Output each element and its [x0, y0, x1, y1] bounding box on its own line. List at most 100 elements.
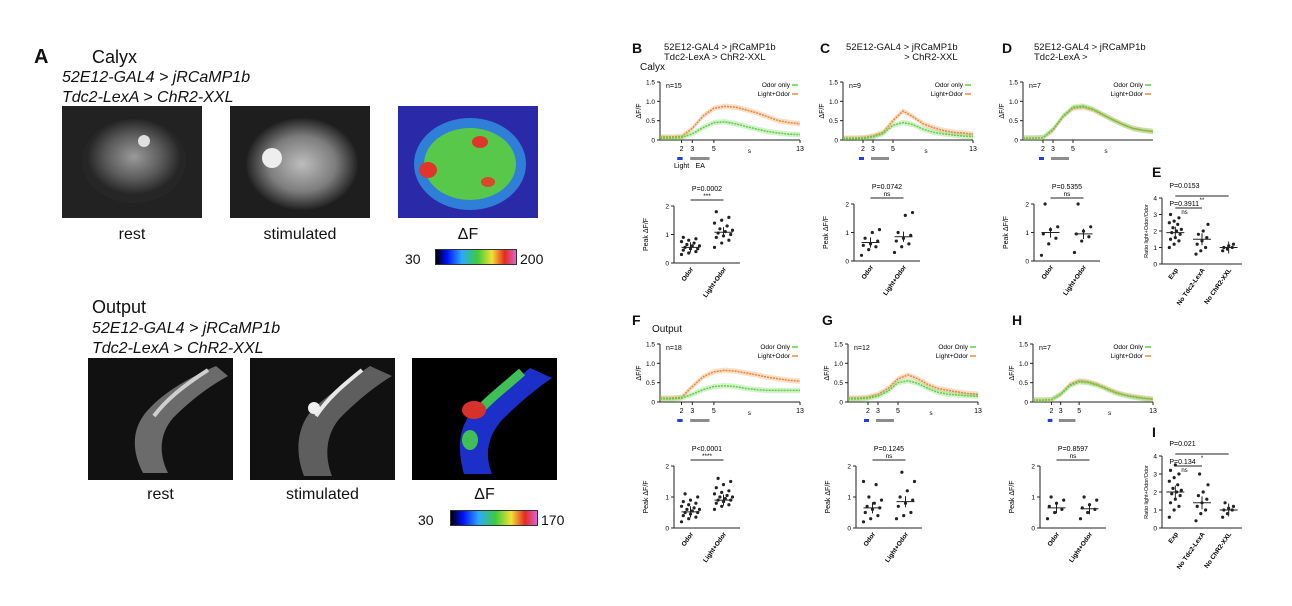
light-stim-bar [864, 419, 869, 422]
calyx-caption-rest: rest [118, 226, 146, 243]
y-tick-label: 0 [847, 526, 851, 533]
y-tick-label: 1 [1153, 245, 1157, 252]
data-point [1167, 479, 1171, 483]
p-value-label-inner: P=0.134 [1169, 459, 1195, 466]
y-tick-label: 1.5 [1019, 342, 1028, 349]
series-line-light-odor [1023, 106, 1154, 139]
calyx-rest-image [62, 106, 202, 218]
panel-letter-i: I [1152, 424, 1156, 440]
legend-label: Light+Odor [758, 353, 791, 360]
legend-label: Light+Odor [1111, 353, 1144, 360]
chart-f-peak: 0 1 2 Peak ΔF/F Odor Light+Odor P<0.0001**** [643, 446, 740, 564]
y-tick-label: 2 [665, 204, 669, 211]
data-point [727, 503, 731, 507]
data-point [727, 489, 731, 493]
data-point [1076, 202, 1080, 206]
x-tick-label: 13 [796, 408, 804, 415]
data-point [1177, 239, 1181, 243]
odor-stim-bar [690, 419, 710, 422]
output-caption-stimulated: stimulated [286, 486, 359, 503]
output-rest-image [88, 358, 233, 480]
data-point [1199, 512, 1203, 516]
data-point [1089, 225, 1093, 229]
data-point [1049, 495, 1053, 499]
series-error-band [660, 383, 800, 402]
y-tick-label: 0.5 [829, 118, 838, 125]
data-point [861, 520, 866, 524]
y-tick-label: 0.5 [646, 118, 655, 125]
data-point [1173, 497, 1177, 501]
x-tick-label: 5 [891, 146, 895, 153]
data-point [877, 228, 882, 232]
y-tick-label: 4 [1153, 454, 1157, 461]
legend-label: Light+Odor [931, 91, 964, 98]
p-value-label: P=0.8597 [1058, 446, 1088, 453]
data-point [869, 517, 873, 521]
calyx-genotype-1: 52E12-GAL4 > jRCaMP1b [62, 69, 251, 86]
p-value-label: P=0.5355 [1052, 184, 1082, 191]
panel-c-header: 52E12-GAL4 > jRCaMP1b > ChR2-XXL [846, 43, 958, 63]
data-point [690, 244, 694, 248]
x-category-label: Light+Odor [702, 531, 728, 564]
panel-letter-h: H [1012, 312, 1023, 328]
panel-letter-f: F [632, 312, 641, 328]
x-category-label: Exp [1167, 267, 1180, 281]
legend-label: Light+Odor [1111, 91, 1144, 98]
data-point [697, 507, 702, 511]
y-tick-label: 3 [1153, 212, 1157, 219]
odor-stim-bar [1058, 419, 1076, 422]
data-point [892, 250, 897, 255]
calyx-title: Calyx [92, 47, 138, 67]
panel-letter-e: E [1152, 164, 1162, 180]
data-point [1177, 504, 1181, 508]
data-point [1047, 242, 1051, 246]
data-point [1172, 242, 1176, 246]
data-point [725, 224, 729, 228]
y-axis-label: Peak ΔF/F [643, 218, 650, 251]
y-tick-label: 1.5 [646, 342, 655, 349]
data-point [1062, 498, 1066, 502]
legend-label: Light+Odor [936, 353, 969, 360]
y-tick-label: 1 [1025, 230, 1029, 237]
p-value-label: P=0.0742 [872, 184, 902, 191]
significance-label: ns [886, 453, 894, 460]
legend-label: Odor Only [938, 344, 968, 351]
x-tick-label: 2 [866, 408, 870, 415]
p-value-label: P=0.1245 [874, 446, 904, 453]
y-tick-label: 1 [845, 230, 849, 237]
data-point [679, 520, 684, 524]
data-point [1177, 216, 1181, 220]
y-axis-label: ΔF/F [824, 365, 831, 380]
calyx-caption-stimulated: stimulated [263, 226, 337, 243]
calyx-color-scale-bar [435, 249, 517, 265]
x-axis-label: s [748, 148, 752, 155]
series-line-odor-only [1023, 105, 1154, 139]
x-category-label: No ChR2-XXL [1203, 531, 1233, 570]
data-point [1221, 515, 1225, 519]
data-point [1167, 515, 1171, 519]
significance-label-outer: ** [1200, 198, 1205, 204]
x-tick-label: 3 [690, 146, 694, 153]
y-tick-label: 4 [1153, 196, 1157, 203]
series-line-odor-only [1033, 381, 1154, 401]
data-point [896, 504, 900, 508]
calyx-genotype-2: Tdc2-LexA > ChR2-XXL [62, 89, 234, 106]
data-point [1195, 242, 1199, 246]
data-point [912, 479, 917, 484]
x-category-label: Light+Odor [1062, 264, 1088, 297]
n-label: n=7 [1029, 83, 1041, 90]
y-axis-label: Ratio light+Odor/Odor [1144, 204, 1150, 258]
data-point [905, 489, 909, 493]
x-category-label: Light+Odor [884, 531, 910, 564]
data-point [909, 233, 913, 237]
data-point [1177, 472, 1181, 476]
x-tick-label: 13 [974, 408, 982, 415]
x-category-label: Odor [860, 264, 875, 281]
data-point [725, 493, 729, 498]
chart-c-trace: 0 0.5 1.0 1.5 2 3 5 13 s ΔF/F n=9 Odor only Light+Od… [819, 80, 977, 160]
data-point [712, 492, 717, 496]
data-point [694, 237, 698, 241]
y-tick-label: 0 [1031, 526, 1035, 533]
y-tick-label: 2 [845, 202, 849, 209]
